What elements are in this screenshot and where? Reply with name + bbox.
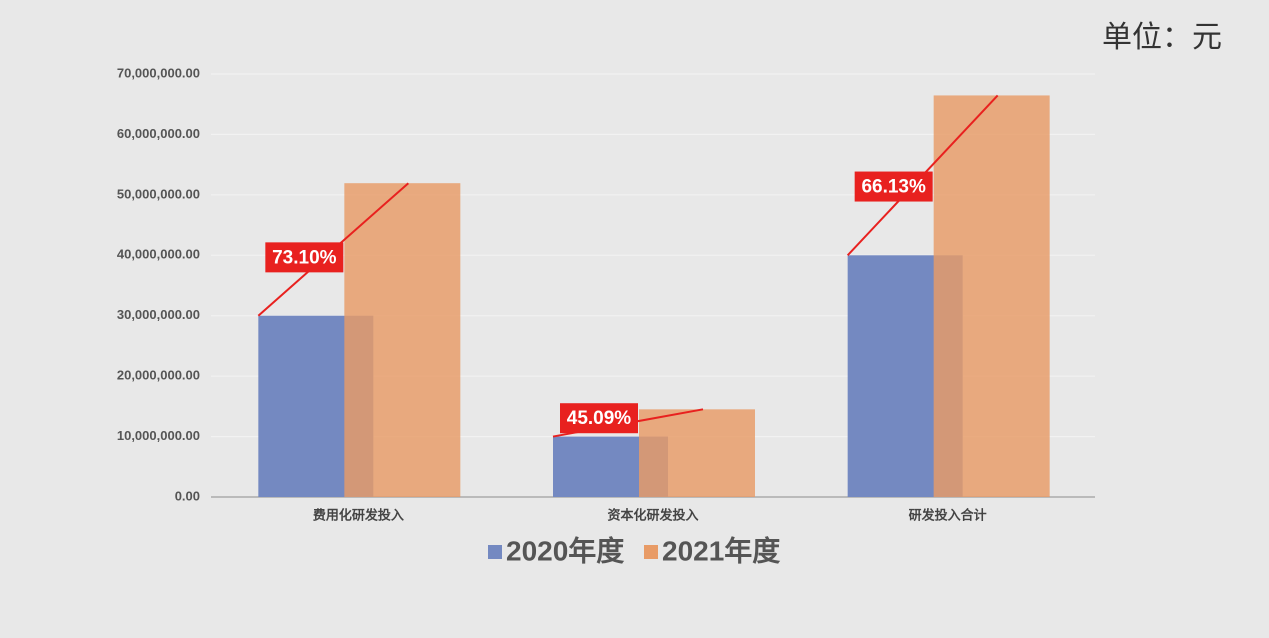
y-tick-label: 0.00 [175,488,200,503]
y-tick-label: 10,000,000.00 [117,428,200,443]
x-tick-label: 资本化研发投入 [607,507,698,522]
legend-swatch [488,545,502,559]
y-tick-label: 70,000,000.00 [117,65,200,80]
x-tick-label: 费用化研发投入 [313,507,404,522]
growth-label: 73.10% [272,247,337,268]
y-tick-label: 50,000,000.00 [117,186,200,201]
growth-label: 66.13% [861,177,926,198]
y-tick-label: 30,000,000.00 [117,307,200,322]
bar [344,183,461,497]
growth-label-box [560,403,638,434]
legend-label: 2021年度 [662,534,780,566]
growth-label: 45.09% [567,408,632,429]
legend-swatch [644,545,658,559]
growth-label-box [265,242,344,273]
y-tick-label: 60,000,000.00 [117,126,200,141]
y-tick-label: 40,000,000.00 [117,247,200,262]
y-tick-label: 20,000,000.00 [117,368,200,383]
growth-label-box [854,171,933,202]
bar [639,409,755,497]
bar [933,95,1050,497]
x-tick-label: 研发投入合计 [909,507,987,522]
unit-label: 单位：元 [1102,20,1222,55]
legend-label: 2020年度 [506,534,624,566]
